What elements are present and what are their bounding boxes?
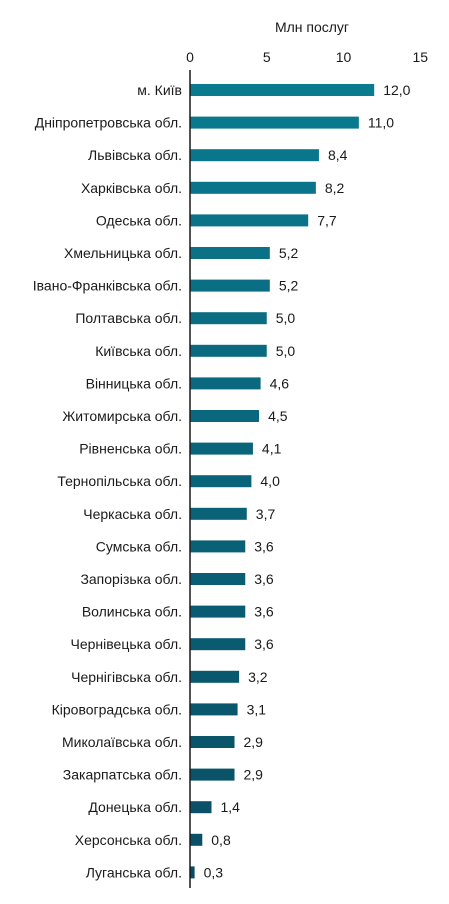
x-tick-label: 15 (412, 49, 428, 65)
value-label: 5,0 (276, 343, 296, 359)
category-label: Волинська обл. (82, 604, 182, 620)
category-label: Чернівецька обл. (71, 636, 182, 652)
x-tick-label: 0 (186, 49, 194, 65)
value-label: 12,0 (383, 82, 410, 98)
category-label: Сумська обл. (96, 538, 182, 554)
category-label: Луганська обл. (86, 864, 182, 880)
category-label: Миколаївська обл. (62, 734, 182, 750)
bar (190, 638, 246, 651)
bar (190, 247, 270, 259)
value-label: 5,2 (279, 278, 299, 294)
value-label: 8,2 (325, 180, 345, 196)
category-label: Кіровоградська обл. (52, 701, 182, 717)
bar (190, 279, 270, 292)
x-axis-ticks: 0 5 10 15 (186, 49, 428, 65)
bar (190, 149, 319, 162)
category-label: Львівська обл. (88, 147, 182, 163)
value-label: 0,3 (204, 864, 224, 880)
category-label: Хмельницька обл. (64, 245, 182, 261)
value-label: 7,7 (317, 212, 337, 228)
category-label: Тернопільська обл. (57, 473, 182, 489)
category-label: Чернігівська обл. (71, 669, 182, 685)
value-label: 4,1 (262, 441, 282, 457)
bar (190, 214, 309, 227)
category-label: Вінницька обл. (86, 375, 182, 391)
bar (190, 84, 375, 96)
value-label: 2,9 (244, 767, 264, 783)
bar (190, 768, 235, 781)
category-label: Харківська обл. (81, 180, 182, 196)
category-label: Херсонська обл. (75, 832, 182, 848)
category-label: Київська обл. (95, 343, 182, 359)
category-label: Запорізька обл. (80, 571, 182, 587)
bar (190, 703, 238, 716)
value-label: 0,8 (211, 832, 231, 848)
category-label: Полтавська обл. (75, 310, 182, 326)
bar (190, 605, 246, 618)
bar (190, 344, 267, 357)
bar (190, 312, 267, 325)
bar (190, 736, 235, 748)
value-label: 1,4 (220, 799, 240, 815)
category-label: Івано-Франківська обл. (33, 278, 182, 294)
category-label: Одеська обл. (96, 212, 182, 228)
category-label: Черкаська обл. (83, 506, 182, 522)
bar (190, 507, 247, 520)
bar (190, 573, 246, 585)
bar (190, 116, 359, 129)
bar (190, 442, 253, 455)
x-axis-title: Млн послуг (275, 19, 349, 35)
value-label: 4,5 (268, 408, 288, 424)
value-label: 3,6 (254, 538, 274, 554)
category-label: Дніпропетровська обл. (35, 115, 182, 131)
bar (190, 181, 316, 194)
bar (190, 833, 203, 846)
x-tick-label: 5 (263, 49, 271, 65)
bar (190, 866, 195, 879)
value-label: 3,6 (254, 636, 274, 652)
x-tick-label: 10 (336, 49, 352, 65)
bar (190, 377, 261, 390)
value-label: 11,0 (368, 115, 394, 131)
bars-group: м. Київ 12,0 Дніпропетровська обл. 11,0 Льві… (33, 82, 411, 880)
value-label: 5,2 (279, 245, 299, 261)
value-label: 4,0 (260, 473, 280, 489)
bar (190, 670, 240, 683)
value-label: 3,1 (247, 701, 267, 717)
value-label: 4,6 (270, 375, 290, 391)
category-label: Донецька обл. (88, 799, 182, 815)
value-label: 3,6 (254, 604, 274, 620)
bar (190, 540, 246, 553)
category-label: Житомирська обл. (62, 408, 182, 424)
bar (190, 801, 212, 814)
bar (190, 475, 252, 488)
value-label: 3,2 (248, 669, 268, 685)
category-label: Закарпатська обл. (63, 767, 182, 783)
value-label: 3,6 (254, 571, 274, 587)
category-label: м. Київ (137, 82, 182, 98)
value-label: 5,0 (276, 310, 296, 326)
value-label: 8,4 (328, 147, 348, 163)
value-label: 3,7 (256, 506, 276, 522)
bar (190, 410, 260, 422)
category-label: Рівненська обл. (79, 441, 182, 457)
value-label: 2,9 (244, 734, 264, 750)
